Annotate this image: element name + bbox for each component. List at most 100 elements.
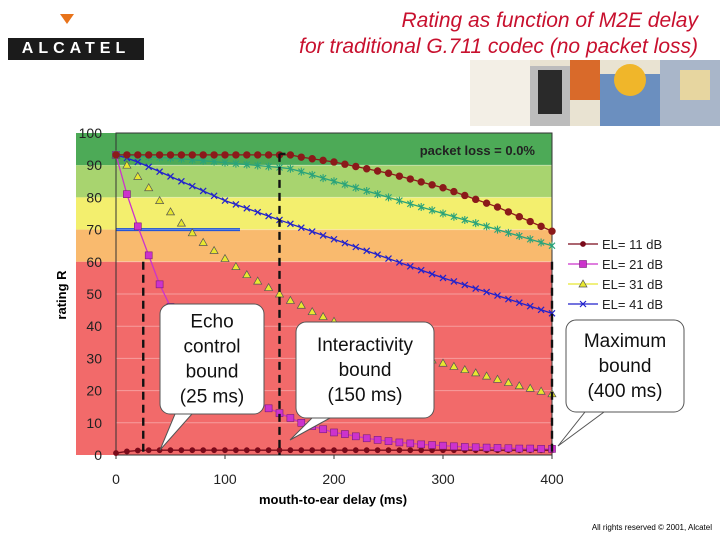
data-point-3-40: [548, 309, 556, 317]
data-point-0-8: [200, 447, 207, 454]
data-point-1-3: [144, 251, 153, 260]
data-point-4-14: [265, 162, 272, 171]
data-point-0-20: [331, 447, 337, 454]
data-point-1-21: [341, 430, 349, 438]
legend-label-2: EL= 31 dB: [602, 277, 663, 292]
data-point-4-10: [221, 158, 229, 167]
data-point-3-19: [319, 231, 327, 239]
data-point-4-25: [385, 193, 392, 202]
y-tick-label: 80: [86, 189, 102, 205]
packet-loss-label: packet loss = 0.0%: [420, 143, 536, 158]
data-point-3-31: [450, 278, 458, 285]
data-point-2-39: [536, 386, 546, 395]
data-point-5-30: [439, 184, 447, 192]
data-point-0-2: [134, 447, 141, 454]
data-point-2-12: [242, 269, 252, 279]
data-point-1-39: [537, 445, 545, 453]
data-point-0-15: [276, 447, 283, 454]
data-point-0-27: [407, 447, 414, 454]
logo-text: ALCATEL: [8, 38, 144, 60]
data-point-2-7: [187, 228, 197, 237]
data-point-5-2: [134, 151, 142, 159]
data-point-4-19: [319, 174, 327, 183]
data-point-0-0: [113, 450, 119, 456]
data-point-1-37: [515, 444, 524, 453]
data-point-2-35: [492, 374, 503, 383]
data-point-5-25: [384, 169, 393, 177]
callout-text-0-1: control: [183, 337, 240, 358]
data-point-1-34: [482, 443, 491, 452]
data-point-5-39: [537, 222, 545, 231]
data-point-4-36: [505, 228, 512, 237]
data-point-5-28: [417, 178, 425, 186]
y-tick-label: 70: [86, 222, 102, 238]
data-point-2-11: [231, 261, 241, 270]
data-point-5-32: [461, 191, 469, 200]
data-point-1-17: [297, 418, 306, 427]
y-tick-label: 0: [94, 447, 102, 463]
data-point-3-11: [232, 201, 240, 208]
data-point-4-39: [537, 238, 545, 247]
data-point-4-12: [243, 160, 251, 169]
data-point-5-33: [472, 195, 480, 204]
data-point-5-14: [264, 151, 273, 159]
data-point-5-24: [373, 167, 382, 175]
x-tick-label: 100: [213, 471, 237, 487]
title-line-2: for traditional G.711 codec (no packet l…: [299, 35, 698, 58]
data-point-1-24: [373, 436, 382, 444]
data-point-3-39: [537, 306, 545, 314]
data-point-2-10: [220, 253, 230, 262]
callout-text-0-3: (25 ms): [180, 387, 244, 408]
data-point-0-9: [211, 447, 218, 454]
data-point-0-19: [320, 447, 327, 454]
data-point-4-29: [428, 206, 436, 215]
data-point-0-28: [418, 447, 425, 454]
data-point-1-22: [351, 432, 360, 441]
data-point-3-33: [472, 285, 480, 292]
data-point-4-22: [352, 183, 360, 192]
data-point-5-7: [188, 151, 197, 159]
data-point-2-30: [438, 358, 448, 367]
data-point-4-32: [461, 215, 469, 224]
data-point-0-25: [385, 447, 392, 454]
data-point-0-16: [287, 447, 294, 454]
data-point-2-3: [144, 183, 154, 192]
callout-2: Maximum bound (400 ms): [557, 319, 685, 447]
data-point-3-21: [341, 239, 349, 247]
data-point-1-30: [439, 441, 447, 450]
data-point-5-5: [166, 151, 175, 159]
data-point-3-36: [504, 295, 512, 303]
data-point-1-2: [134, 222, 142, 231]
x-axis-title: mouth-to-ear delay (ms): [259, 492, 407, 507]
data-point-4-30: [439, 209, 447, 218]
data-point-3-16: [286, 220, 294, 228]
callout-text-1-1: bound: [339, 360, 392, 381]
data-point-4-33: [472, 219, 480, 228]
data-point-5-18: [308, 155, 316, 163]
data-point-3-26: [395, 259, 403, 266]
data-point-1-19: [319, 425, 327, 434]
data-point-4-13: [254, 161, 262, 170]
data-point-5-20: [330, 158, 338, 166]
data-point-1-26: [395, 438, 404, 447]
data-point-0-3: [145, 447, 152, 454]
data-point-3-24: [374, 251, 382, 259]
legend-marker-0: [580, 241, 586, 247]
data-point-0-1: [124, 448, 130, 455]
data-point-0-5: [167, 447, 174, 454]
callout-text-2-0: Maximum: [584, 331, 666, 352]
legend-label-0: EL= 11 dB: [602, 237, 662, 252]
data-point-1-35: [493, 444, 502, 452]
axes: 0 10 20 30 40 50 60 70 80 90 100 0 100 200 300 400: [79, 125, 564, 487]
data-point-3-37: [515, 299, 523, 307]
legend-label-3: EL= 41 dB: [602, 297, 663, 312]
data-point-5-23: [363, 165, 371, 173]
data-point-1-27: [406, 439, 415, 448]
y-tick-label: 30: [86, 350, 102, 366]
page-title: Rating as function of M2E delay for trad…: [138, 8, 698, 60]
data-point-5-12: [243, 151, 251, 159]
data-point-4-17: [297, 167, 305, 176]
data-point-1-29: [428, 441, 436, 449]
data-point-4-37: [515, 232, 523, 241]
